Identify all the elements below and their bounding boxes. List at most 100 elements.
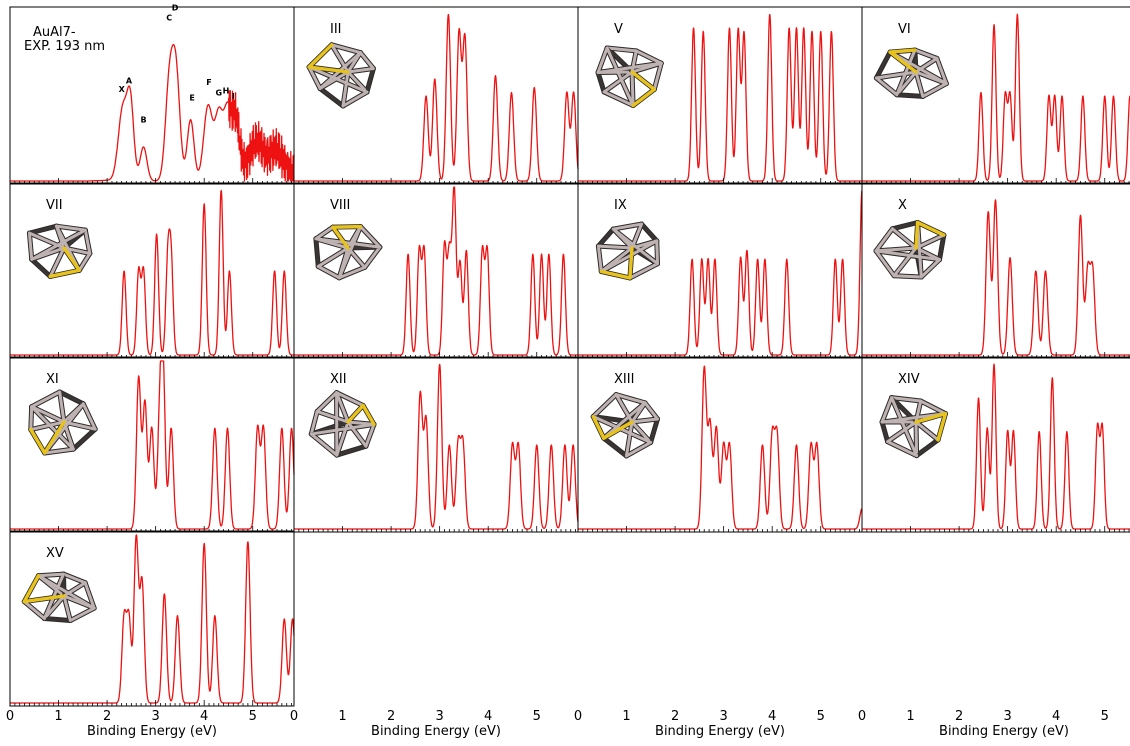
cluster-structure-X xyxy=(873,219,947,280)
spectrum-line-VI xyxy=(861,13,1130,182)
au-bond xyxy=(307,43,334,69)
al-bond xyxy=(307,65,369,94)
al-bond xyxy=(346,420,368,448)
al-bond xyxy=(628,262,660,280)
peak-label-I: I xyxy=(232,92,235,101)
spectrum-line-exp xyxy=(9,43,295,182)
au-bond xyxy=(888,48,917,54)
au-bond xyxy=(631,87,656,108)
panel-title-exp: AuAl7- xyxy=(33,25,76,40)
al-bond xyxy=(913,48,918,74)
x-axis: 0 1 2 3 4 5 Binding Energy (eV) xyxy=(290,709,541,739)
spectrum-line-XIII xyxy=(577,365,863,530)
al-bond xyxy=(315,391,339,413)
x-tick-label: 0 xyxy=(858,709,866,724)
al-bond xyxy=(54,224,87,232)
al-bond xyxy=(602,436,628,458)
x-axis-label: Binding Energy (eV) xyxy=(655,724,785,739)
al-bond xyxy=(30,390,62,409)
panel-title-VII: VII xyxy=(46,198,63,213)
au-bond xyxy=(48,268,82,279)
al-bond xyxy=(914,420,940,442)
panel-title-XII: XII xyxy=(330,372,347,387)
al-bond xyxy=(919,399,947,416)
al-bond xyxy=(596,244,634,250)
al-bond xyxy=(591,393,618,419)
al-bond xyxy=(335,391,365,407)
al-bond xyxy=(42,617,72,623)
spectrum-panel-XI: XI xyxy=(9,356,295,533)
au-bond xyxy=(599,269,632,280)
al-bond xyxy=(890,227,918,250)
peak-label-E: E xyxy=(189,94,194,103)
x-tick-label: 0 xyxy=(6,709,14,724)
al-bond xyxy=(913,48,939,60)
al-bond xyxy=(365,67,375,94)
au-bond xyxy=(630,70,656,92)
cluster-structure-XV xyxy=(21,571,97,624)
al-bond xyxy=(346,70,369,94)
al-bond xyxy=(605,46,635,108)
panel-frame-VI xyxy=(861,6,1130,185)
al-bond xyxy=(935,56,948,86)
au-bond xyxy=(331,224,363,229)
al-bond xyxy=(58,390,66,424)
al-bond xyxy=(346,67,375,74)
cluster-structure-XIV xyxy=(879,395,948,459)
al-bond xyxy=(892,274,923,279)
spectrum-panel-VI: VI xyxy=(861,6,1130,185)
al-bond xyxy=(640,222,659,243)
al-bond xyxy=(330,43,362,55)
al-bond xyxy=(62,594,72,623)
panel-title-XI: XI xyxy=(46,372,59,387)
au-bond xyxy=(936,411,948,442)
al-bond xyxy=(42,594,66,621)
x-tick-label: 2 xyxy=(955,709,963,724)
panel-title-XIV: XIV xyxy=(898,372,920,387)
al-bond xyxy=(43,447,75,455)
peak-label-D: D xyxy=(172,3,179,12)
al-bond xyxy=(886,420,918,444)
spectrum-panel-X: X xyxy=(861,182,1130,359)
panel-frame-XV xyxy=(9,530,295,707)
au-bond xyxy=(915,220,946,237)
al-bond xyxy=(315,409,350,424)
x-tick-label: 1 xyxy=(338,709,346,724)
spectrum-line-XI xyxy=(9,360,295,530)
cluster-structure-XIII xyxy=(590,392,661,459)
al-bond xyxy=(895,48,917,97)
x-tick-label: 5 xyxy=(817,709,825,724)
al-bond xyxy=(880,396,894,424)
cluster-structure-IX xyxy=(595,221,661,281)
al-bond xyxy=(895,93,925,98)
x-tick-label: 4 xyxy=(484,709,492,724)
x-axis: 0 1 2 3 4 5 Binding Energy (eV) xyxy=(6,709,257,739)
x-tick-label: 1 xyxy=(906,709,914,724)
x-tick-label: 3 xyxy=(720,709,728,724)
al-bond xyxy=(624,440,653,458)
al-bond xyxy=(83,581,96,610)
al-bond xyxy=(895,70,918,97)
al-bond xyxy=(602,90,635,108)
al-bond xyxy=(596,70,606,94)
spectrum-line-XIV xyxy=(861,363,1130,530)
al-bond xyxy=(652,61,663,91)
x-axis: 0 1 2 3 4 5 Binding Energy (eV) xyxy=(858,709,1109,739)
panel-title-X: X xyxy=(898,198,907,213)
x-tick-label: 4 xyxy=(200,709,208,724)
au-bond xyxy=(914,411,948,424)
al-bond xyxy=(36,572,65,578)
al-bond xyxy=(30,228,87,261)
al-bond xyxy=(599,239,659,274)
spectrum-panel-III: III xyxy=(293,6,579,185)
al-bond xyxy=(921,82,948,98)
spectrum-panel-XIV: XIV xyxy=(861,356,1130,533)
spectrum-line-X xyxy=(861,199,1130,356)
al-bond xyxy=(630,417,660,424)
al-bond xyxy=(874,50,892,80)
al-bond xyxy=(83,228,92,255)
al-bond xyxy=(316,246,350,268)
al-bond xyxy=(318,86,345,108)
al-bond xyxy=(22,600,46,621)
